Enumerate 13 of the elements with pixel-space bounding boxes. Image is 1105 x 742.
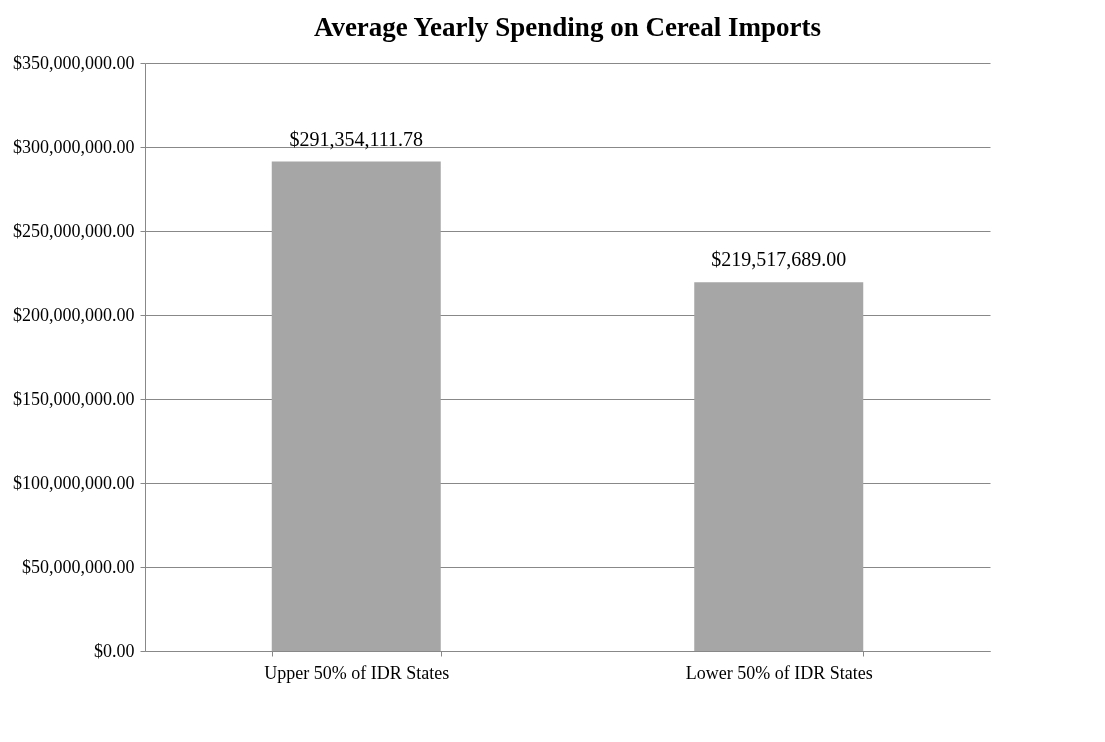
y-tick-label: $350,000,000.00	[13, 52, 135, 73]
y-tick-label: $0.00	[94, 640, 135, 661]
y-tick-label: $300,000,000.00	[13, 136, 135, 157]
data-label: $291,354,111.78	[289, 127, 424, 150]
x-tick-label: Upper 50% of IDR States	[264, 662, 450, 683]
chart-title: Average Yearly Spending on Cereal Imports	[313, 12, 822, 42]
y-tick-label: $200,000,000.00	[13, 304, 135, 325]
y-tick-label: $100,000,000.00	[13, 472, 135, 493]
y-tick-label: $250,000,000.00	[13, 220, 135, 241]
y-tick-label: $50,000,000.00	[22, 556, 135, 577]
data-label: $219,517,689.00	[711, 248, 847, 271]
y-tick-label: $150,000,000.00	[13, 388, 135, 409]
x-tick-label: Lower 50% of IDR States	[685, 662, 873, 683]
